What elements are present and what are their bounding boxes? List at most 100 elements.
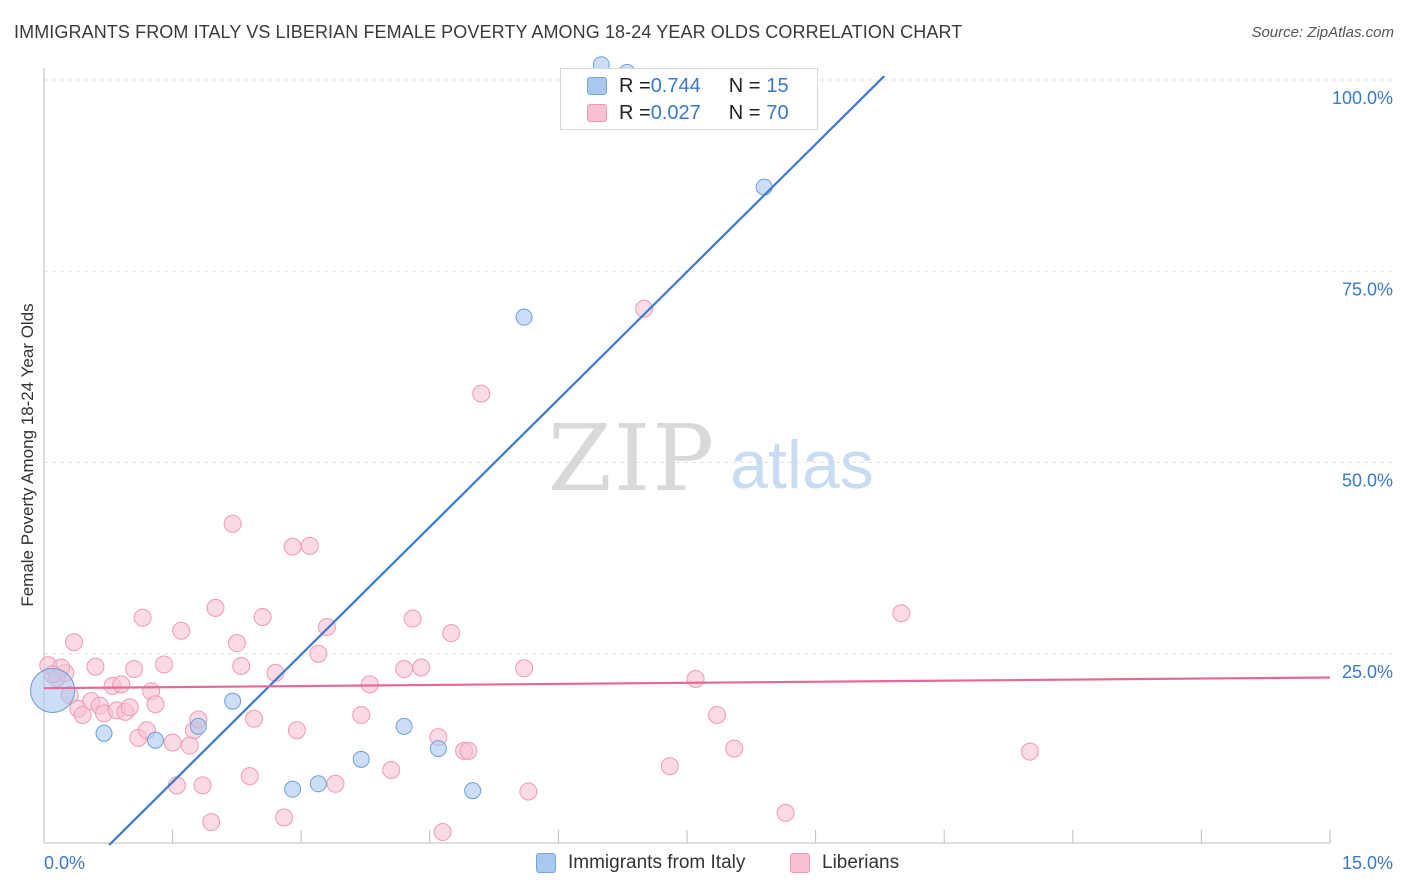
italy-points	[30, 56, 773, 800]
liberians-point	[708, 705, 727, 724]
liberians-point	[519, 782, 538, 801]
bottom-legend-italy: Immigrants from Italy	[536, 852, 745, 874]
legend-swatch-liberians	[587, 104, 607, 122]
liberians-point	[660, 757, 679, 776]
liberians-point	[382, 761, 401, 780]
legend-n-label: N =	[728, 74, 761, 97]
x-tick-label: 15.0%	[1342, 853, 1393, 873]
liberians-point	[403, 609, 422, 628]
liberians-point	[206, 598, 225, 617]
liberians-point	[133, 608, 152, 627]
bottom-legend-label-italy: Immigrants from Italy	[568, 852, 746, 873]
y-tick-label: 75.0%	[1342, 279, 1393, 299]
bottom-legend-label-liberians: Liberians	[822, 852, 900, 873]
liberians-point	[459, 741, 478, 760]
liberians-point	[433, 822, 452, 841]
liberians-point	[472, 384, 491, 403]
liberians-point	[395, 660, 414, 679]
axes	[43, 68, 1331, 844]
liberians-point	[73, 705, 92, 724]
liberians-point	[180, 736, 199, 755]
liberians-trend-line	[43, 676, 1331, 690]
legend-r-value: 0.744	[650, 74, 701, 97]
liberians-point	[155, 655, 174, 674]
watermark-atlas: atlas	[730, 427, 874, 503]
x-tick-label: 0.0%	[44, 853, 85, 873]
liberians-point	[287, 721, 306, 740]
liberians-point	[317, 617, 336, 636]
italy-point	[352, 750, 370, 768]
italy-point	[95, 724, 113, 742]
liberians-point	[227, 634, 246, 653]
liberians-point	[892, 604, 911, 623]
legend-row-italy: R = 0.744 N = 15	[587, 73, 789, 99]
liberians-point	[86, 657, 105, 676]
liberians-point	[300, 536, 319, 555]
italy-trend-line	[108, 75, 885, 846]
liberians-point	[283, 537, 302, 556]
liberians-point	[167, 776, 186, 795]
liberians-point	[515, 659, 534, 678]
tick-labels: 25.0% 50.0% 75.0% 100.0% 0.0% 15.0%	[44, 88, 1393, 873]
legend-r-value: 0.027	[650, 101, 701, 124]
legend-n-value: 15	[766, 74, 789, 97]
liberians-point	[725, 739, 744, 758]
watermark-zip: ZIP	[548, 405, 716, 512]
liberians-point	[326, 774, 345, 793]
italy-point	[189, 717, 207, 735]
liberians-point	[686, 669, 705, 688]
italy-point	[284, 780, 302, 798]
legend-swatch-italy	[587, 77, 607, 95]
liberians-point	[163, 733, 182, 752]
legend-r-label: R =	[619, 101, 651, 124]
liberians-point	[776, 803, 795, 822]
watermark: ZIP atlas	[548, 405, 874, 512]
liberians-point	[146, 695, 165, 714]
bottom-legend-swatch-liberians	[790, 853, 810, 873]
liberians-point	[352, 705, 371, 724]
italy-point	[429, 740, 447, 758]
liberians-point	[232, 656, 251, 675]
italy-point	[146, 731, 164, 749]
liberians-point	[275, 808, 294, 827]
bottom-legend-liberians: Liberians	[790, 852, 899, 874]
bottom-legend-swatch-italy	[536, 853, 556, 873]
legend-r-label: R =	[619, 74, 651, 97]
trend-lines	[43, 75, 1331, 846]
y-tick-label: 100.0%	[1332, 88, 1393, 108]
legend-n-label: N =	[728, 101, 761, 124]
italy-point	[309, 775, 327, 793]
liberians-point	[202, 813, 221, 832]
italy-point	[515, 308, 533, 326]
grid-lines	[44, 79, 1392, 655]
liberians-points	[39, 299, 1039, 841]
liberians-point	[125, 660, 144, 679]
italy-point	[464, 782, 482, 800]
italy-point	[395, 717, 413, 735]
y-tick-label: 50.0%	[1342, 471, 1393, 491]
source-label: Source: ZipAtlas.com	[1251, 24, 1394, 41]
liberians-point	[442, 624, 461, 643]
liberians-point	[223, 514, 242, 533]
liberians-point	[412, 658, 431, 677]
liberians-point	[253, 608, 272, 627]
liberians-point	[112, 675, 131, 694]
italy-point	[755, 178, 773, 196]
liberians-point	[120, 698, 139, 717]
liberians-point	[65, 633, 84, 652]
italy-point	[224, 692, 242, 710]
chart-title: IMMIGRANTS FROM ITALY VS LIBERIAN FEMALE…	[14, 22, 963, 42]
liberians-point	[245, 709, 264, 728]
liberians-point	[1020, 742, 1039, 761]
liberians-point	[240, 767, 259, 786]
liberians-point	[172, 621, 191, 640]
stats-legend: R = 0.744 N = 15 R = 0.027 N = 70	[560, 68, 818, 130]
liberians-point	[309, 644, 328, 663]
legend-n-value: 70	[766, 101, 789, 124]
liberians-point	[193, 776, 212, 795]
legend-row-liberians: R = 0.027 N = 70	[587, 100, 789, 126]
italy-point	[30, 667, 76, 713]
y-tick-label: 25.0%	[1342, 662, 1393, 682]
liberians-point	[635, 299, 654, 318]
